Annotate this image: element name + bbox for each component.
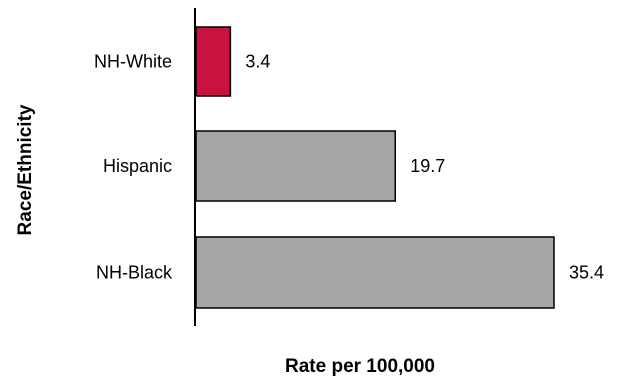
y-axis-title: Race/Ethnicity	[15, 104, 36, 235]
value-label-nh-black: 35.4	[569, 263, 604, 283]
category-label-nh-black: NH-Black	[96, 263, 173, 283]
category-label-nh-white: NH-White	[94, 52, 172, 72]
bars-group: NH-White 3.4 Hispanic 19.7 NH-Black 35.4	[94, 26, 604, 309]
x-axis-title: Rate per 100,000	[285, 356, 435, 377]
bar-nh-black	[195, 236, 555, 309]
value-label-nh-white: 3.4	[245, 52, 270, 72]
value-label-hispanic: 19.7	[410, 156, 445, 176]
category-label-hispanic: Hispanic	[103, 156, 172, 176]
bar-nh-white	[195, 26, 232, 97]
bar-hispanic	[195, 130, 396, 202]
